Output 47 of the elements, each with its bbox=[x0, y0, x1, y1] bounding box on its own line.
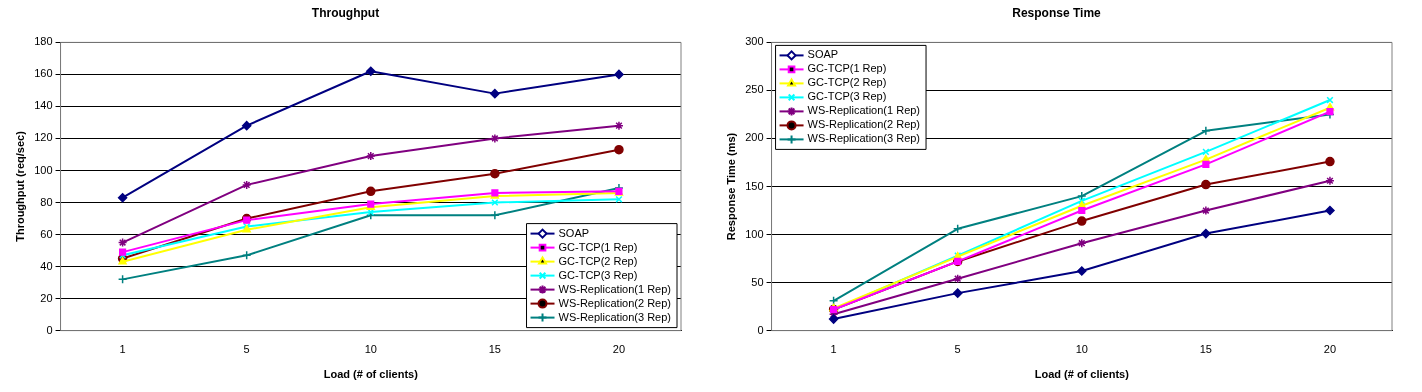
y-tick-label: 100 bbox=[745, 227, 764, 240]
x-axis-title: Load (# of clients) bbox=[323, 368, 419, 381]
y-axis-title: Throughput (req/sec) bbox=[13, 130, 26, 242]
legend-label: GC-TCP(1 Rep) bbox=[807, 62, 887, 75]
y-tick-label: 160 bbox=[34, 67, 53, 80]
y-axis-title: Response Time (ms) bbox=[724, 132, 737, 241]
x-tick-label: 15 bbox=[1199, 343, 1212, 356]
x-tick-label: 5 bbox=[954, 343, 961, 356]
y-tick-label: 180 bbox=[34, 35, 53, 48]
y-tick-label: 200 bbox=[745, 131, 764, 144]
legend-label: GC-TCP(1 Rep) bbox=[558, 240, 638, 253]
chart-title: Throughput bbox=[311, 5, 380, 20]
legend-label: WS-Replication(2 Rep) bbox=[807, 118, 921, 131]
legend-label: WS-Replication(3 Rep) bbox=[558, 310, 671, 323]
y-tick-label: 120 bbox=[34, 131, 53, 144]
legend-label: GC-TCP(2 Rep) bbox=[558, 254, 638, 267]
x-tick-label: 15 bbox=[488, 343, 501, 356]
x-tick-label: 1 bbox=[830, 343, 837, 356]
y-tick-label: 250 bbox=[745, 83, 764, 96]
x-tick-label: 20 bbox=[612, 343, 626, 356]
legend-label: WS-Replication(1 Rep) bbox=[807, 104, 921, 117]
y-tick-label: 60 bbox=[40, 227, 53, 240]
x-axis-title: Load (# of clients) bbox=[1034, 368, 1130, 381]
legend-label: SOAP bbox=[558, 226, 590, 239]
y-tick-label: 0 bbox=[757, 323, 764, 336]
legend-label: WS-Replication(1 Rep) bbox=[558, 282, 671, 295]
x-tick-label: 20 bbox=[1323, 343, 1337, 356]
x-tick-label: 5 bbox=[243, 343, 250, 356]
y-tick-label: 80 bbox=[40, 195, 53, 208]
x-tick-label: 10 bbox=[1075, 343, 1088, 356]
y-tick-label: 20 bbox=[40, 291, 53, 304]
y-tick-label: 300 bbox=[745, 35, 764, 48]
y-tick-label: 100 bbox=[34, 163, 53, 176]
legend-label: GC-TCP(3 Rep) bbox=[807, 90, 887, 103]
y-tick-label: 150 bbox=[745, 179, 764, 192]
y-tick-label: 50 bbox=[751, 275, 764, 288]
x-tick-label: 1 bbox=[119, 343, 126, 356]
legend-label: WS-Replication(2 Rep) bbox=[558, 296, 671, 309]
legend-label: WS-Replication(3 Rep) bbox=[807, 132, 921, 145]
legend-label: GC-TCP(2 Rep) bbox=[807, 76, 887, 89]
y-tick-label: 40 bbox=[40, 259, 53, 272]
x-tick-label: 10 bbox=[364, 343, 377, 356]
y-tick-label: 140 bbox=[34, 99, 53, 112]
y-tick-label: 0 bbox=[46, 323, 53, 336]
legend-label: GC-TCP(3 Rep) bbox=[558, 268, 638, 281]
legend-label: SOAP bbox=[807, 48, 839, 61]
chart-title: Response Time bbox=[1012, 5, 1102, 20]
